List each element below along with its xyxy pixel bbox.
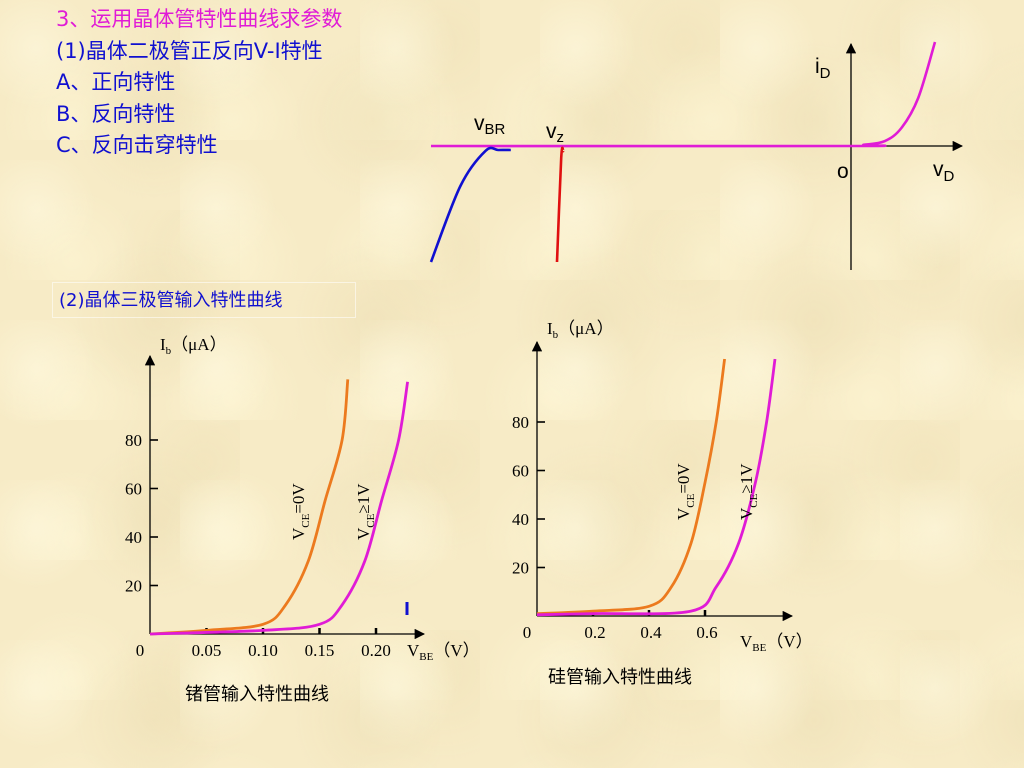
- vbr-label-sub: BR: [485, 121, 506, 138]
- si-caption: 硅管输入特性曲线: [548, 667, 692, 688]
- ge-caption: 锗管输入特性曲线: [185, 684, 329, 705]
- ge-series0-label: V: [289, 527, 308, 540]
- ge-x-label-unit: （V）: [433, 641, 479, 660]
- si-xtick-label: 0.4: [640, 623, 662, 642]
- diode-series-group: [429, 41, 937, 263]
- ge-xtick-label: 0: [136, 641, 145, 660]
- ge-series1-label-suffix: ≥1V: [354, 483, 373, 514]
- ge-ytick-label: 40: [125, 528, 142, 547]
- svg-text:vD: vD: [933, 158, 955, 185]
- title-block: 3、运用晶体管特性曲线求参数 (1)晶体二极管正反向V-I特性 A、正向特性 B…: [56, 4, 342, 162]
- ge-series-group: [149, 379, 409, 636]
- si-ytick-label: 80: [512, 413, 529, 432]
- heading-line-1: 3、运用晶体管特性曲线求参数: [56, 7, 343, 31]
- si-series0-label-sub: CE: [685, 493, 697, 507]
- svg-text:Ib（μA）: Ib（μA）: [160, 335, 227, 357]
- si-y-label-unit: （μA）: [558, 319, 613, 338]
- ge-xtick-label: 0.15: [305, 641, 335, 660]
- ge-y-label-unit: （μA）: [171, 335, 226, 354]
- heading-line-2: (1)晶体二极管正反向V-I特性: [56, 38, 323, 63]
- ge-y-label: I: [160, 335, 166, 354]
- ge-xtick-label: 0.20: [361, 641, 391, 660]
- section2-title: (2)晶体三极管输入特性曲线: [52, 282, 356, 318]
- si-y-label-sub: b: [553, 329, 559, 341]
- diode-x-label: v: [933, 158, 944, 181]
- si-x-label-sub: BE: [752, 642, 766, 654]
- ge-ytick-label: 80: [125, 431, 142, 450]
- si-ytick-label: 20: [512, 559, 529, 578]
- diode-chart: iD vD o vBR vz: [429, 41, 964, 270]
- ge-x-label: V: [407, 641, 420, 660]
- ge-curve-1: [149, 381, 409, 636]
- diode-curve-magenta: [430, 41, 937, 148]
- ge-curve-0: [149, 379, 350, 636]
- heading-line-3: A、正向特性: [56, 70, 176, 94]
- svg-text:vz: vz: [546, 120, 564, 146]
- ge-xtick-label: 0.10: [248, 641, 278, 660]
- svg-text:VBE（V）: VBE（V）: [740, 632, 813, 654]
- svg-text:vBR: vBR: [474, 112, 506, 138]
- svg-text:Ib（μA）: Ib（μA）: [547, 319, 614, 341]
- svg-text:VCE=0V: VCE=0V: [289, 483, 312, 540]
- ge-series1-label-sub: CE: [365, 513, 377, 527]
- ge-y-label-sub: b: [166, 345, 172, 357]
- si-x-label-unit: （V）: [766, 632, 812, 651]
- ge-series1-label: V: [354, 527, 373, 540]
- ge-ytick-label: 60: [125, 480, 142, 499]
- si-x-label: V: [740, 632, 753, 651]
- diode-origin-label: o: [837, 160, 849, 183]
- ge-ticks-group: 20 40 60 80 0 0.05 0.10 0.15 0.20: [125, 431, 391, 660]
- si-series0-label-suffix: =0V: [674, 463, 693, 494]
- svg-text:VCE=0V: VCE=0V: [674, 463, 697, 520]
- svg-text:VCE≥1V: VCE≥1V: [354, 483, 377, 540]
- si-xtick-label: 0: [523, 623, 532, 642]
- heading-line-4: B、反向特性: [56, 101, 176, 126]
- diode-curve-red: [555, 146, 565, 263]
- ge-x-label-sub: BE: [419, 651, 433, 663]
- si-ytick-label: 40: [512, 510, 529, 529]
- vbr-label: v: [474, 112, 485, 135]
- si-y-label: I: [547, 319, 553, 338]
- ge-ytick-label: 20: [125, 577, 142, 596]
- si-series1-label-suffix: ≥1V: [737, 463, 756, 494]
- si-xtick-label: 0.6: [696, 623, 717, 642]
- si-xtick-label: 0.2: [584, 623, 605, 642]
- si-series0-label: V: [674, 507, 693, 520]
- diode-x-label-sub: D: [944, 168, 955, 185]
- diode-curve-blue: [429, 146, 511, 263]
- si-series1-label-sub: CE: [748, 493, 760, 507]
- si-curve-1: [536, 358, 777, 617]
- ge-xtick-label: 0.05: [192, 641, 222, 660]
- si-series-group: [536, 358, 777, 617]
- si-series1-label: V: [737, 507, 756, 520]
- heading-line-5: C、反向击穿特性: [56, 133, 218, 157]
- si-ytick-label: 60: [512, 462, 529, 481]
- svg-text:VBE（V）: VBE（V）: [407, 641, 480, 663]
- si-curve-0: [536, 358, 726, 615]
- svg-text:VCE≥1V: VCE≥1V: [737, 463, 760, 520]
- vz-label: v: [546, 120, 557, 143]
- diode-y-label-sub: D: [820, 65, 831, 82]
- svg-text:iD: iD: [815, 55, 831, 82]
- vz-label-sub: z: [557, 129, 565, 146]
- si-ticks-group: 20 40 60 80 0 0.2 0.4 0.6: [512, 413, 718, 642]
- ge-series0-label-sub: CE: [300, 513, 312, 527]
- ge-series0-label-suffix: =0V: [289, 483, 308, 514]
- diode-y-label: i: [815, 55, 820, 78]
